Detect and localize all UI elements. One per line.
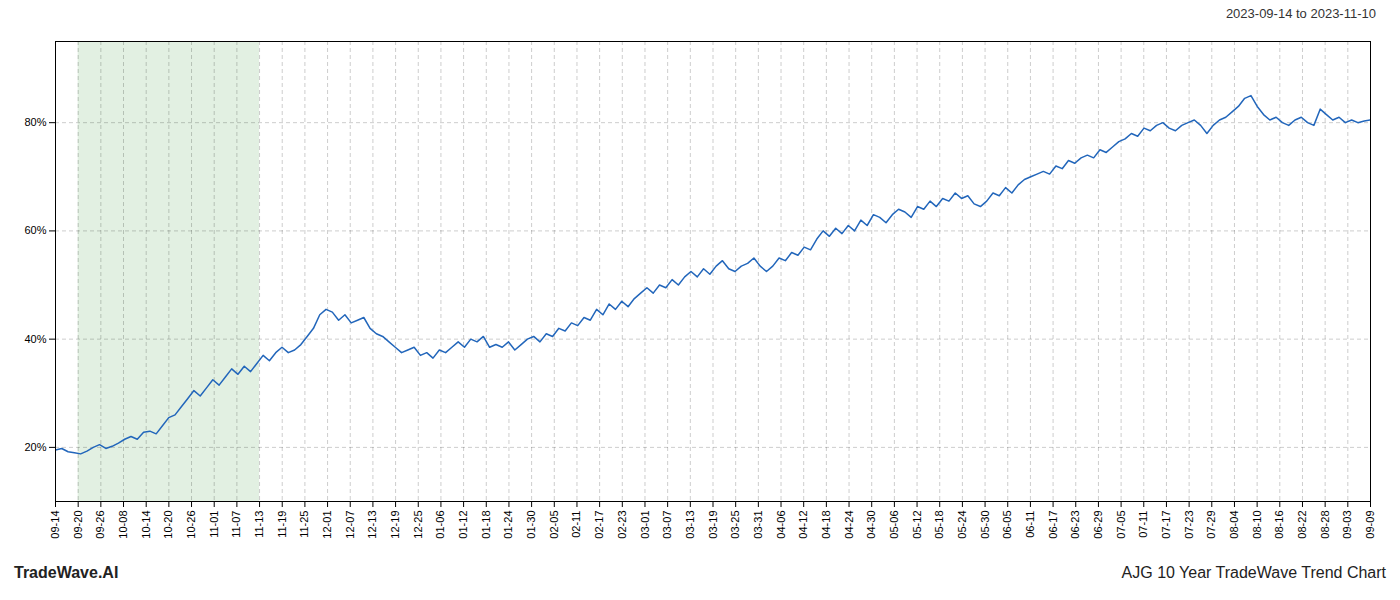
svg-text:03-07: 03-07: [661, 511, 673, 539]
svg-text:04-06: 04-06: [775, 511, 787, 539]
svg-text:03-31: 03-31: [752, 511, 764, 539]
svg-text:08-04: 08-04: [1228, 511, 1240, 539]
svg-text:01-12: 01-12: [457, 511, 469, 539]
svg-text:10-20: 10-20: [162, 511, 174, 539]
svg-text:10-14: 10-14: [140, 511, 152, 539]
svg-text:20%: 20%: [24, 441, 46, 453]
svg-text:12-19: 12-19: [389, 511, 401, 539]
svg-text:04-18: 04-18: [820, 511, 832, 539]
svg-text:60%: 60%: [24, 224, 46, 236]
svg-text:11-01: 11-01: [208, 511, 220, 538]
html-text:TradeWave.AI: TradeWave.AI: [14, 564, 119, 581]
svg-text:02-17: 02-17: [593, 511, 605, 539]
svg-text:06-05: 06-05: [1001, 511, 1013, 539]
svg-text:05-12: 05-12: [911, 511, 923, 539]
svg-text:02-05: 02-05: [548, 511, 560, 539]
svg-text:12-25: 12-25: [412, 511, 424, 539]
svg-text:08-28: 08-28: [1319, 511, 1331, 539]
svg-text:05-06: 05-06: [888, 511, 900, 539]
svg-text:03-19: 03-19: [707, 511, 719, 539]
svg-text:07-17: 07-17: [1160, 511, 1172, 539]
svg-text:11-19: 11-19: [276, 511, 288, 538]
svg-text:01-18: 01-18: [480, 511, 492, 539]
svg-text:10-26: 10-26: [185, 511, 197, 539]
svg-text:07-29: 07-29: [1205, 511, 1217, 539]
svg-text:04-12: 04-12: [797, 511, 809, 539]
svg-text:08-22: 08-22: [1296, 511, 1308, 539]
svg-text:04-30: 04-30: [865, 511, 877, 539]
svg-text:06-17: 06-17: [1047, 511, 1059, 539]
svg-text:05-24: 05-24: [956, 511, 968, 539]
svg-text:07-11: 07-11: [1137, 511, 1149, 538]
svg-text:09-09: 09-09: [1364, 511, 1376, 539]
svg-text:80%: 80%: [24, 116, 46, 128]
svg-text:03-01: 03-01: [639, 511, 651, 539]
svg-text:01-24: 01-24: [502, 511, 514, 539]
svg-text:11-13: 11-13: [253, 511, 265, 538]
svg-text:07-23: 07-23: [1183, 511, 1195, 539]
svg-text:09-14: 09-14: [49, 511, 61, 539]
svg-text:03-25: 03-25: [729, 511, 741, 539]
svg-text:09-20: 09-20: [72, 511, 84, 539]
svg-text:11-07: 11-07: [230, 511, 242, 538]
html-text:2023-09-14 to 2023-11-10: 2023-09-14 to 2023-11-10: [1225, 5, 1376, 21]
svg-text:09-26: 09-26: [94, 511, 106, 539]
svg-text:40%: 40%: [24, 333, 46, 345]
svg-text:02-23: 02-23: [616, 511, 628, 539]
svg-text:01-06: 01-06: [434, 511, 446, 539]
svg-text:01-30: 01-30: [525, 511, 537, 539]
svg-text:09-03: 09-03: [1341, 511, 1353, 539]
svg-text:11-25: 11-25: [298, 511, 310, 538]
svg-text:10-08: 10-08: [117, 511, 129, 539]
svg-text:08-10: 08-10: [1251, 511, 1263, 539]
svg-text:12-07: 12-07: [344, 511, 356, 539]
svg-text:12-01: 12-01: [321, 511, 333, 539]
svg-text:06-11: 06-11: [1024, 511, 1036, 538]
svg-text:06-23: 06-23: [1069, 511, 1081, 539]
svg-text:03-13: 03-13: [684, 511, 696, 539]
svg-text:04-24: 04-24: [843, 511, 855, 539]
svg-text:06-29: 06-29: [1092, 511, 1104, 539]
svg-text:05-18: 05-18: [933, 511, 945, 539]
svg-text:08-16: 08-16: [1273, 511, 1285, 539]
svg-text:07-05: 07-05: [1115, 511, 1127, 539]
svg-text:05-30: 05-30: [979, 511, 991, 539]
html-text:AJG 10 Year TradeWave Trend Ch: AJG 10 Year TradeWave Trend Chart: [1121, 564, 1386, 581]
svg-text:02-11: 02-11: [570, 511, 582, 538]
svg-text:12-13: 12-13: [366, 511, 378, 539]
